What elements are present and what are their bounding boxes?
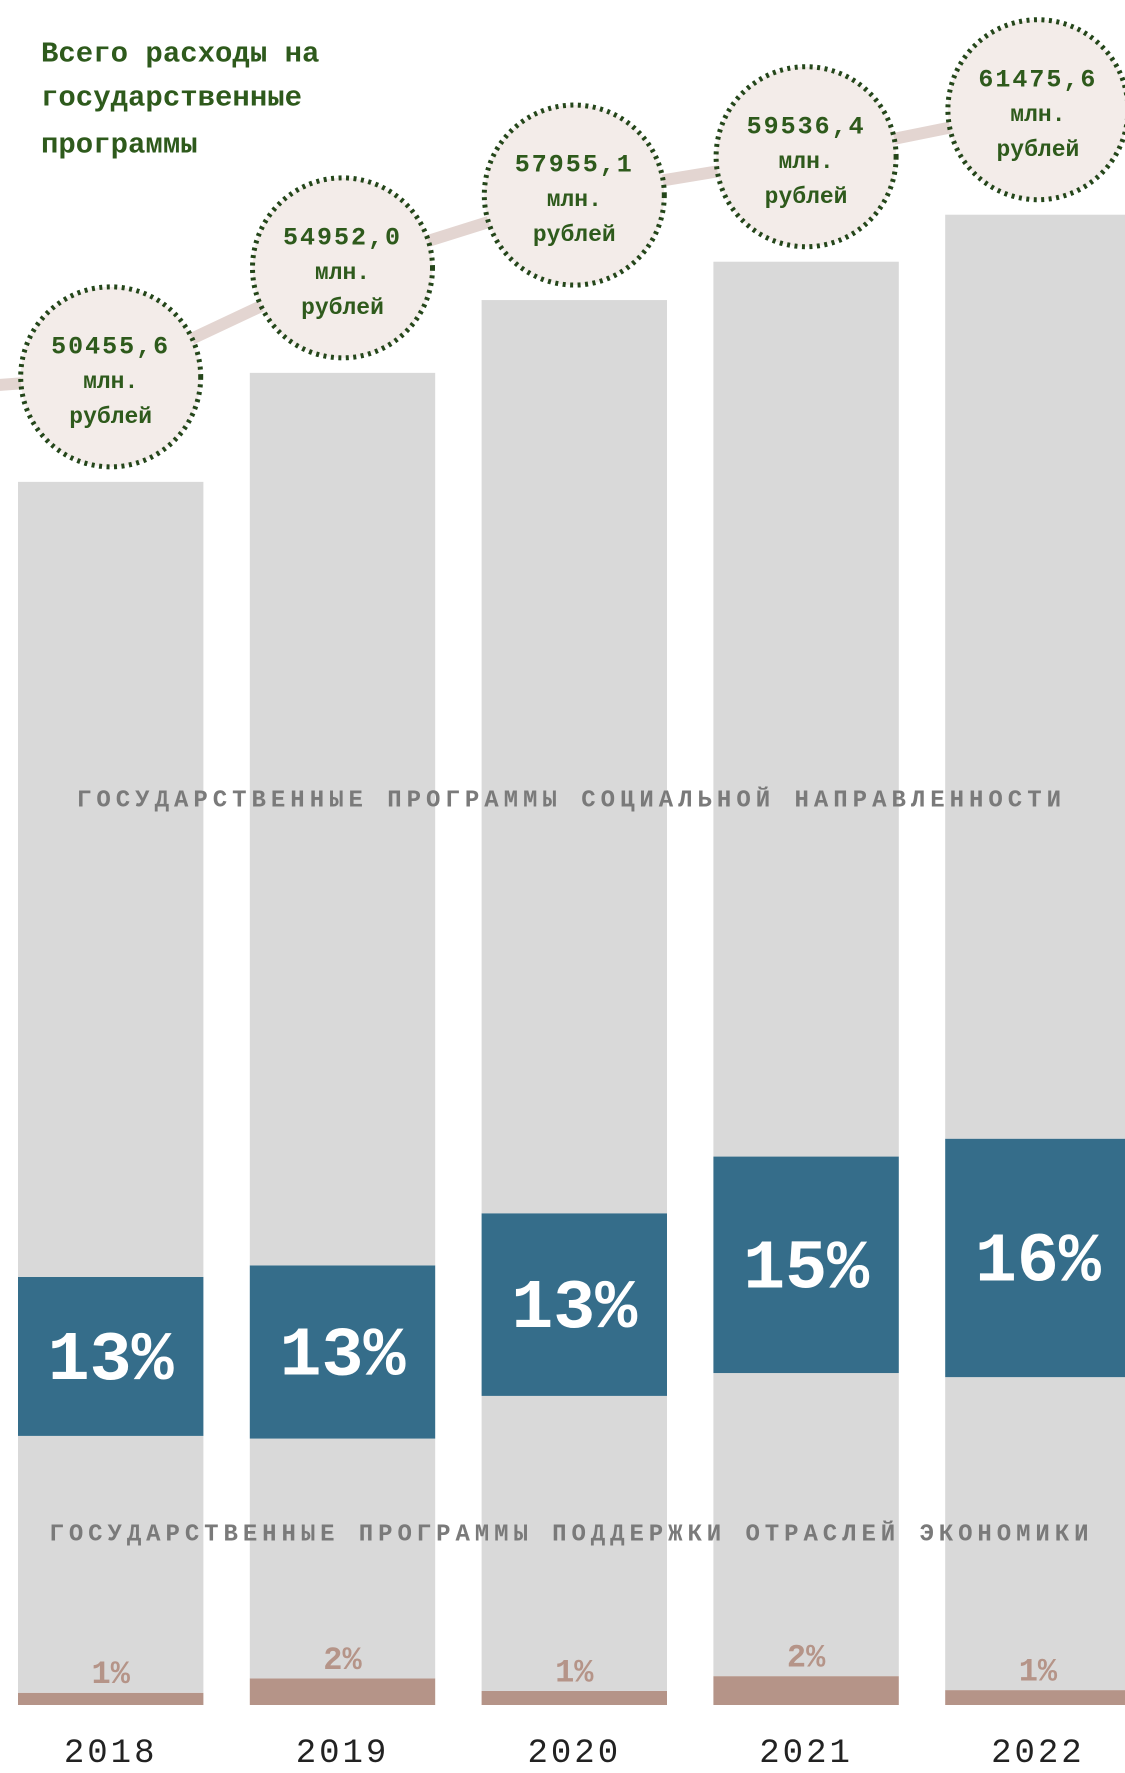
total-unit: млн. [1010,102,1065,128]
segment-label: 1% [91,1656,130,1693]
x-tick-label: 2022 [991,1735,1085,1773]
bar-segment [713,1373,899,1677]
x-tick-label: 2019 [296,1735,390,1773]
bar-segment [481,1395,667,1691]
total-unit: млн. [547,187,602,213]
x-tick-label: 2020 [527,1735,621,1773]
total-marker [250,175,435,361]
total-label: 50455,6 [51,332,170,361]
total-unit: рублей [69,404,152,430]
total-unit: рублей [301,295,384,321]
segment-label: 2% [323,1642,362,1679]
total-unit: млн. [83,369,138,395]
bar-segment [481,1690,667,1705]
segment-label: 13% [48,1322,175,1401]
bar-segment [713,1156,899,1374]
bar-segment [18,1435,204,1693]
total-label: 57955,1 [515,151,634,180]
segment-label: 13% [511,1270,638,1349]
bar-segment [249,1438,436,1679]
bar-segment [945,1690,1125,1705]
segment-label: 2% [787,1640,826,1677]
bar-segment [945,1138,1125,1378]
bars [18,214,1125,1705]
bar-segment [481,300,667,1214]
x-tick-label: 2021 [759,1735,853,1773]
bar-segment [249,372,436,1266]
segment-label: 1% [1019,1654,1058,1691]
total-marker [945,17,1125,203]
total-marker [18,284,204,470]
bar-segment [18,481,204,1277]
total-marker [713,64,899,250]
total-unit: рублей [996,137,1079,163]
total-label: 61475,6 [978,65,1097,94]
total-label: 54952,0 [283,223,402,252]
segment-label: 16% [975,1223,1102,1302]
chart-title: программы [41,129,198,162]
total-marker [481,102,667,288]
x-tick-label: 2018 [64,1735,158,1773]
total-unit: рублей [533,222,616,248]
series-name: ГОСУДАРСТВЕННЫЕ ПРОГРАММЫ СОЦИАЛЬНОЙ НАП… [77,786,1061,814]
bar-segment [18,1276,204,1436]
bar-segment [249,1678,436,1705]
segment-label: 1% [555,1654,594,1691]
bar-segment [481,1213,667,1396]
total-label: 59536,4 [747,112,866,141]
chart-title: Всего расходы на [41,38,319,71]
segment-label: 13% [279,1317,406,1396]
bar-segment [945,214,1125,1139]
total-unit: млн. [315,260,370,286]
bar-segment [18,1692,204,1705]
bar-segment [249,1265,436,1439]
total-unit: рублей [765,184,848,210]
bar-segment [945,1377,1125,1691]
total-unit: млн. [778,149,833,175]
segment-label: 15% [743,1230,870,1309]
bar-segment [713,1676,899,1705]
bar-segment [713,261,899,1157]
chart-title: государственные [41,82,302,115]
